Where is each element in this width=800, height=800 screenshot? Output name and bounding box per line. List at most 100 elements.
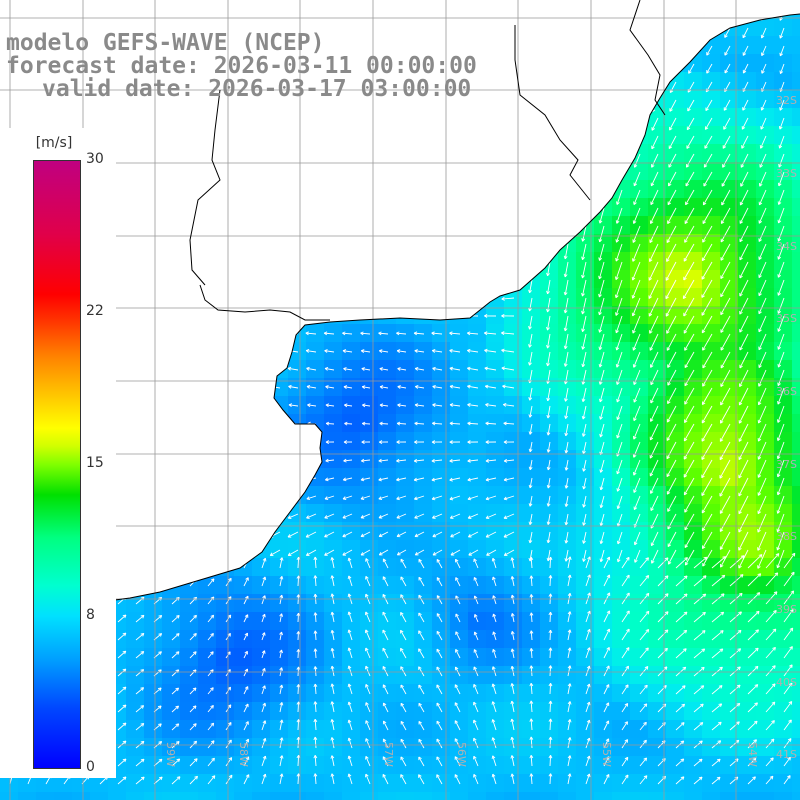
longitude-label: 55W (600, 742, 613, 767)
wind-arrow (706, 45, 713, 56)
wind-arrow (510, 631, 515, 641)
wind-arrow (473, 595, 479, 605)
wind-arrow (649, 315, 659, 334)
colorbar-tick-label: 8 (86, 607, 95, 623)
wind-arrow (616, 549, 623, 563)
wind-arrow (313, 630, 318, 641)
wind-arrow (347, 611, 353, 623)
wind-arrow (546, 459, 551, 471)
wind-arrow (379, 403, 389, 408)
wind-arrow (342, 495, 353, 500)
wind-arrow (135, 705, 145, 713)
wind-arrow (758, 315, 767, 333)
wind-arrow (117, 722, 127, 731)
wind-arrow (666, 477, 677, 495)
wind-arrow (347, 737, 353, 749)
wind-arrow (563, 261, 569, 278)
colorbar-tick-label: 30 (86, 151, 104, 167)
wind-arrow (324, 366, 335, 371)
wind-arrow (747, 610, 760, 623)
wind-arrow (693, 740, 703, 749)
wind-arrow (777, 333, 785, 350)
wind-arrow (455, 649, 461, 659)
wind-arrow (400, 738, 407, 749)
wind-arrow (632, 351, 641, 368)
wind-arrow (117, 614, 127, 623)
wind-arrow (776, 423, 785, 442)
wind-arrow (491, 737, 497, 749)
wind-arrow (414, 349, 425, 353)
wind-arrow (675, 722, 685, 731)
wind-arrow (581, 333, 587, 350)
wind-arrow (528, 441, 533, 453)
wind-arrow (528, 405, 533, 418)
wind-arrow (418, 666, 425, 677)
wind-arrow (729, 702, 741, 713)
wind-arrow (529, 556, 534, 569)
wind-arrow (261, 737, 267, 749)
wind-arrow (603, 592, 611, 605)
wind-arrow (548, 700, 553, 713)
wind-arrow (330, 755, 335, 767)
wind-arrow (117, 740, 127, 749)
wind-arrow (436, 558, 443, 569)
wind-arrow (649, 225, 659, 243)
wind-arrow (117, 632, 127, 641)
wind-arrow (510, 594, 515, 605)
wind-arrow (778, 117, 785, 130)
wind-arrow (528, 459, 533, 471)
wind-arrow (719, 423, 731, 442)
wind-arrow (599, 477, 605, 491)
wind-arrow (510, 736, 515, 749)
wind-arrow (546, 423, 551, 436)
wind-arrow (675, 666, 687, 677)
wind-arrow (615, 243, 623, 262)
wind-arrow (450, 531, 461, 538)
coastline (0, 0, 800, 618)
wind-arrow (648, 243, 659, 262)
wind-arrow (564, 513, 569, 526)
wind-arrow (455, 595, 461, 605)
wind-arrow (528, 387, 533, 401)
wind-arrow (648, 297, 659, 317)
wind-arrow (757, 495, 767, 515)
wind-arrow (758, 243, 767, 260)
wind-arrow (783, 682, 793, 695)
wind-arrow (777, 279, 785, 296)
wind-arrow (313, 612, 318, 623)
wind-arrow (621, 703, 629, 713)
wind-arrow (702, 549, 713, 567)
wind-arrow (473, 649, 479, 659)
wind-arrow (719, 531, 731, 550)
wind-arrow (492, 576, 497, 587)
wind-arrow (378, 477, 389, 482)
wind-arrow (666, 333, 677, 351)
longitude-label: 54W (746, 742, 759, 767)
wind-arrow (432, 366, 443, 371)
wind-arrow (382, 720, 389, 731)
wind-arrow (432, 531, 443, 538)
wind-arrow (779, 63, 785, 75)
wind-arrow (436, 756, 443, 767)
wind-arrow (396, 458, 407, 463)
wind-arrow (243, 650, 248, 659)
wind-arrow (546, 495, 551, 507)
latitude-label: 36S (776, 385, 797, 398)
wind-arrow (721, 189, 731, 206)
wind-arrow (585, 719, 591, 731)
wind-arrow (468, 531, 479, 538)
wind-arrow (324, 349, 335, 353)
wind-arrow (634, 549, 641, 563)
wind-arrow (581, 351, 587, 368)
wind-arrow (279, 719, 284, 731)
wind-arrow (765, 553, 780, 569)
wind-arrow (599, 423, 605, 438)
wind-arrow (361, 367, 371, 371)
wind-arrow (693, 776, 703, 785)
wind-arrow (454, 774, 461, 785)
wind-arrow (685, 171, 695, 187)
wind-arrow (639, 629, 650, 641)
wind-arrow (777, 351, 785, 368)
wind-arrow (633, 387, 641, 403)
